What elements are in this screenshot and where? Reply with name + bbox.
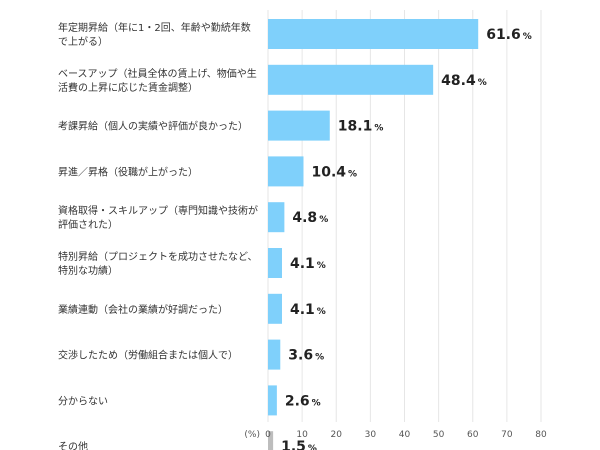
bar: [268, 339, 281, 370]
bar: [268, 202, 285, 233]
value-percent-sign: %: [317, 261, 326, 271]
bar: [268, 64, 434, 95]
value-number: 2.6: [285, 393, 310, 409]
value-label: 4.1%: [290, 302, 326, 318]
value-percent-sign: %: [478, 78, 487, 88]
x-tick-label: 60: [467, 430, 479, 440]
category-label: 分からない: [58, 395, 108, 407]
value-number: 4.8: [292, 210, 317, 226]
x-tick-label: 0: [265, 430, 271, 440]
value-percent-sign: %: [348, 169, 357, 179]
category-label: 昇進／昇格（役職が上がった）: [58, 165, 198, 178]
value-label: 61.6%: [486, 27, 532, 43]
value-number: 48.4: [441, 73, 476, 89]
category-label: 資格取得・スキルアップ（専門知識や技術が: [58, 204, 258, 217]
category-label: 特別昇給（プロジェクトを成功させたなど、: [58, 250, 258, 263]
category-label: 交渉したため（労働組合または個人で）: [58, 349, 238, 362]
category-label: 評価された）: [58, 218, 118, 231]
category-label: その他: [58, 440, 88, 450]
bar: [268, 110, 330, 141]
value-label: 18.1%: [338, 119, 384, 135]
value-percent-sign: %: [523, 32, 532, 42]
value-percent-sign: %: [317, 307, 326, 317]
value-number: 18.1: [338, 119, 373, 135]
value-number: 10.4: [311, 164, 346, 180]
category-label: 活費の上昇に応じた賃金調整）: [58, 81, 198, 94]
value-number: 61.6: [486, 27, 521, 43]
x-tick-label: 40: [399, 430, 411, 440]
value-percent-sign: %: [308, 444, 317, 450]
value-label: 2.6%: [285, 393, 321, 409]
value-percent-sign: %: [319, 215, 328, 225]
x-tick-label: 80: [535, 430, 547, 440]
category-label: ベースアップ（社員全体の賃上げ、物価や生: [58, 67, 257, 80]
category-label: 考課昇給（個人の実績や評価が良かった）: [58, 120, 248, 133]
category-label: で上がる）: [58, 35, 108, 48]
value-label: 4.8%: [292, 210, 328, 226]
x-tick-label: 10: [296, 430, 308, 440]
value-number: 1.5: [281, 439, 306, 450]
value-label: 48.4%: [441, 73, 487, 89]
value-percent-sign: %: [312, 398, 321, 408]
bar: [268, 293, 282, 324]
bar: [268, 431, 274, 450]
bar: [268, 385, 277, 416]
value-number: 4.1: [290, 256, 315, 272]
x-tick-label: 50: [433, 430, 445, 440]
category-label: 業績連動（会社の業績が好調だった）: [58, 303, 228, 316]
value-label: 1.5%: [281, 439, 317, 450]
axis-unit-label: (%): [244, 430, 260, 440]
category-label: 特別な功績）: [58, 264, 118, 277]
value-percent-sign: %: [374, 124, 383, 134]
value-label: 3.6%: [288, 348, 324, 364]
bar: [268, 19, 479, 49]
category-label: 年定期昇給（年に1・2回、年齢や勤続年数: [58, 21, 251, 34]
value-number: 4.1: [290, 302, 315, 318]
bar: [268, 248, 282, 278]
x-tick-label: 30: [365, 430, 377, 440]
value-number: 3.6: [288, 348, 313, 364]
bar: [268, 156, 304, 187]
value-label: 4.1%: [290, 256, 326, 272]
x-tick-label: 20: [331, 430, 343, 440]
x-tick-label: 70: [501, 430, 513, 440]
value-percent-sign: %: [315, 353, 324, 363]
value-label: 10.4%: [311, 164, 357, 180]
